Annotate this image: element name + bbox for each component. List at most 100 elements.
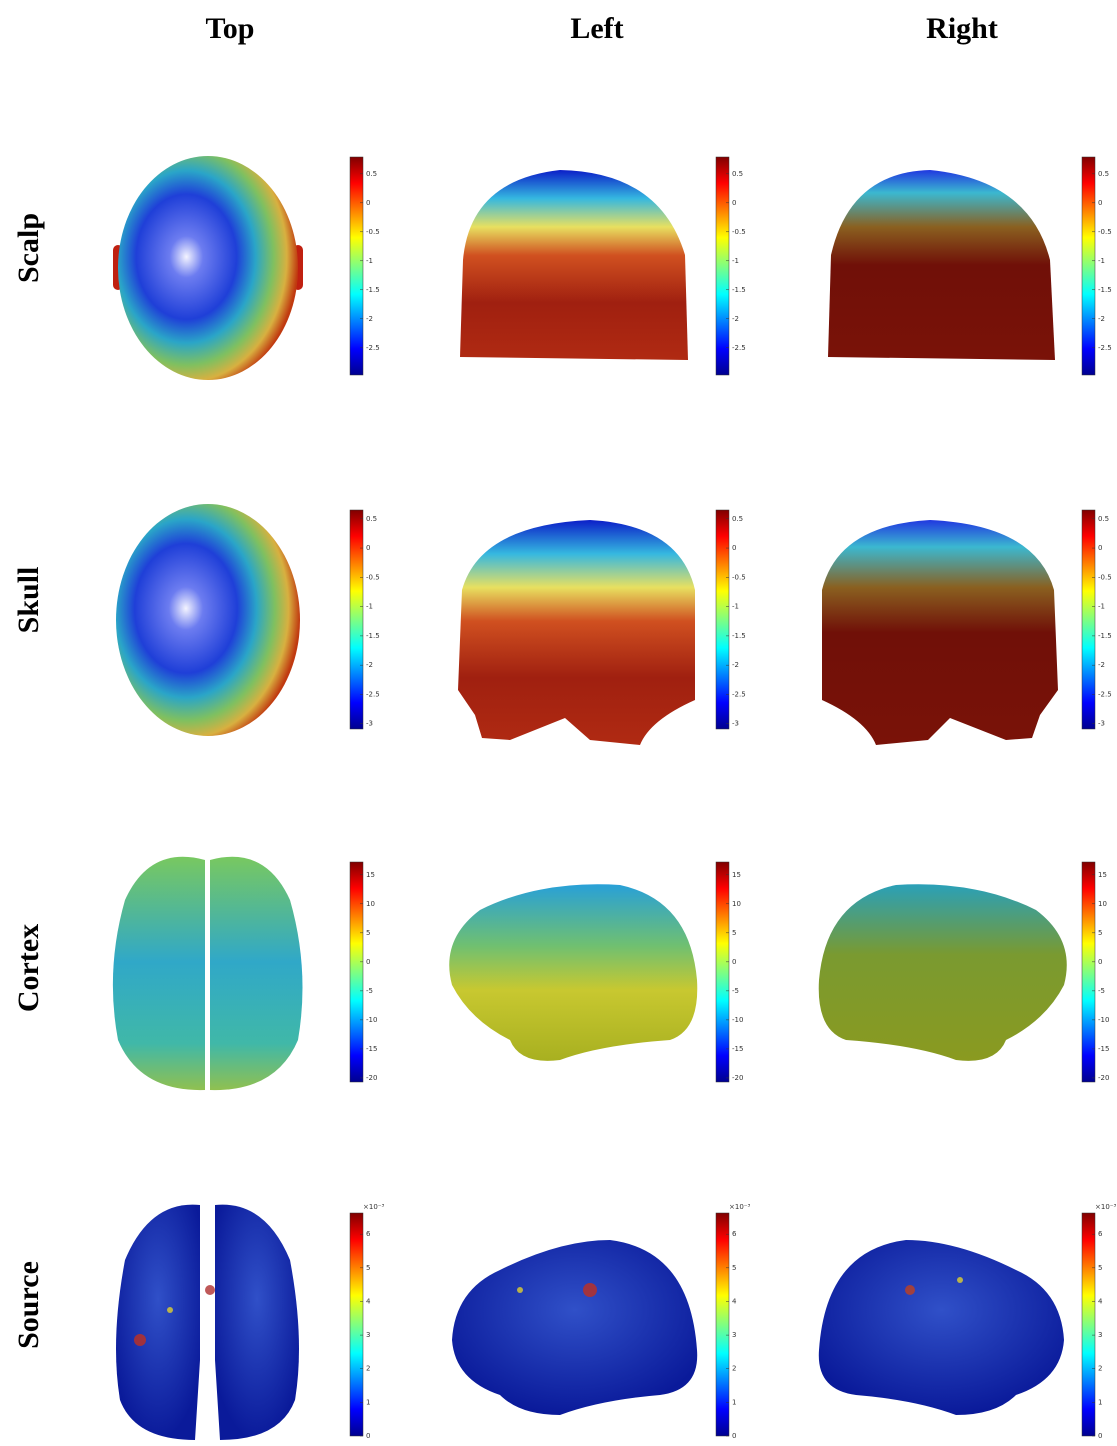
row-label: Skull bbox=[12, 567, 45, 634]
colorbar bbox=[349, 1212, 364, 1437]
colorbar bbox=[1081, 1212, 1096, 1437]
colorbar bbox=[349, 861, 364, 1083]
colorbar-tick-label: 5 bbox=[732, 929, 736, 937]
colorbar-tick-label: 5 bbox=[1098, 1264, 1102, 1272]
colorbar-tick-label: 0 bbox=[732, 1432, 736, 1440]
colorbar-tick-label: -15 bbox=[366, 1045, 377, 1053]
colorbar-tick-label: -1.5 bbox=[732, 632, 746, 640]
colorbar-tick-label: 6 bbox=[366, 1230, 371, 1238]
colorbar-tick-label: 2 bbox=[1098, 1365, 1102, 1373]
colorbar-tick-label: 3 bbox=[1098, 1331, 1102, 1339]
colorbar bbox=[1081, 156, 1096, 376]
colorbar-tick-label: -2.5 bbox=[732, 344, 746, 352]
colorbar-tick-label: 1 bbox=[1098, 1398, 1102, 1406]
colorbar-tick-label: 4 bbox=[732, 1297, 737, 1305]
colorbar-tick-label: 0 bbox=[1098, 544, 1102, 552]
colorbar bbox=[715, 1212, 730, 1437]
colorbar-tick-label: -2 bbox=[366, 661, 373, 669]
column-header: Left bbox=[570, 12, 623, 45]
colorbar-tick-label: -5 bbox=[1098, 987, 1105, 995]
colorbar-tick-label: -10 bbox=[1098, 1016, 1109, 1024]
colorbar-tick-label: -0.5 bbox=[732, 573, 746, 581]
colorbar bbox=[715, 509, 730, 730]
colorbar-tick-label: -1.5 bbox=[366, 286, 380, 294]
colorbar-multiplier: ×10⁻³ bbox=[1095, 1203, 1116, 1211]
colorbar-tick-label: -2.5 bbox=[366, 344, 380, 352]
colorbar-tick-label: -0.5 bbox=[1098, 228, 1112, 236]
colorbar-tick-label: -2 bbox=[732, 315, 739, 323]
colorbar-tick-label: -10 bbox=[366, 1016, 377, 1024]
colorbar-tick-label: -1.5 bbox=[1098, 286, 1112, 294]
colorbar-tick-label: 5 bbox=[732, 1264, 736, 1272]
colorbar-tick-label: 5 bbox=[366, 929, 370, 937]
colorbar-tick-label: 5 bbox=[1098, 929, 1102, 937]
colorbar-tick-label: -1 bbox=[732, 257, 739, 265]
colorbar-tick-label: -5 bbox=[732, 987, 739, 995]
colorbar-tick-label: 2 bbox=[366, 1365, 370, 1373]
colorbar-tick-label: 0 bbox=[1098, 1432, 1102, 1440]
colorbar-tick-label: 10 bbox=[366, 900, 375, 908]
colorbar bbox=[715, 861, 730, 1083]
colorbar-tick-label: 0 bbox=[732, 199, 736, 207]
colorbar-tick-label: 0.5 bbox=[1098, 515, 1109, 523]
colorbar-tick-label: -15 bbox=[732, 1045, 743, 1053]
colorbar-tick-label: 0.5 bbox=[732, 515, 743, 523]
colorbar-tick-label: -1 bbox=[1098, 603, 1105, 611]
colorbar-tick-label: 0 bbox=[1098, 958, 1102, 966]
colorbar bbox=[349, 509, 364, 730]
colorbar-tick-label: -1 bbox=[732, 603, 739, 611]
colorbar-tick-label: 6 bbox=[732, 1230, 737, 1238]
colorbar-multiplier: ×10⁻³ bbox=[729, 1203, 750, 1211]
colorbar-tick-label: 0 bbox=[366, 199, 370, 207]
colorbar-tick-label: -0.5 bbox=[366, 573, 380, 581]
colorbar-tick-label: 2 bbox=[732, 1365, 736, 1373]
column-header: Top bbox=[206, 12, 255, 45]
colorbar-tick-label: 0 bbox=[1098, 199, 1102, 207]
colorbar bbox=[1081, 509, 1096, 730]
colorbar-tick-label: -2 bbox=[1098, 315, 1105, 323]
colorbar-tick-label: -0.5 bbox=[366, 228, 380, 236]
row-label: Source bbox=[12, 1261, 45, 1349]
colorbar-tick-label: 4 bbox=[366, 1297, 371, 1305]
colorbar-tick-label: -2.5 bbox=[732, 690, 746, 698]
renderings bbox=[112, 156, 1067, 1440]
column-header: Right bbox=[926, 12, 998, 45]
colorbar-tick-label: 0 bbox=[732, 958, 736, 966]
colorbar-tick-label: 0.5 bbox=[366, 515, 377, 523]
colorbar-tick-label: -0.5 bbox=[1098, 573, 1112, 581]
colorbar-tick-label: -0.5 bbox=[732, 228, 746, 236]
colorbar-tick-label: 0.5 bbox=[732, 170, 743, 178]
colorbar-tick-label: -2 bbox=[1098, 661, 1105, 669]
colorbar-tick-label: -20 bbox=[366, 1074, 377, 1082]
colorbar-tick-label: -20 bbox=[1098, 1074, 1109, 1082]
colorbar-tick-label: 5 bbox=[366, 1264, 370, 1272]
colorbar-tick-label: 0.5 bbox=[1098, 170, 1109, 178]
colorbar-tick-label: -2.5 bbox=[1098, 344, 1112, 352]
colorbar-tick-label: 0 bbox=[366, 1432, 370, 1440]
colorbar-tick-label: -1 bbox=[366, 603, 373, 611]
colorbar-tick-label: 10 bbox=[732, 900, 741, 908]
colorbar-tick-label: -2.5 bbox=[1098, 690, 1112, 698]
colorbar-tick-label: -2 bbox=[732, 661, 739, 669]
colorbar bbox=[1081, 861, 1096, 1083]
colorbar-tick-label: 0 bbox=[366, 544, 370, 552]
colorbar bbox=[349, 156, 364, 376]
colorbar-tick-label: -20 bbox=[732, 1074, 743, 1082]
colorbar-tick-label: 6 bbox=[1098, 1230, 1103, 1238]
colorbar-tick-label: 0 bbox=[366, 958, 370, 966]
colorbar-tick-label: -10 bbox=[732, 1016, 743, 1024]
colorbar-tick-label: -1.5 bbox=[732, 286, 746, 294]
colorbar-tick-label: -3 bbox=[732, 720, 739, 728]
colorbar-tick-label: -15 bbox=[1098, 1045, 1109, 1053]
colorbar-tick-label: 1 bbox=[732, 1398, 736, 1406]
colorbar-tick-label: 15 bbox=[366, 871, 375, 879]
colorbar-tick-label: -2.5 bbox=[366, 690, 380, 698]
colorbar-tick-label: -2 bbox=[366, 315, 373, 323]
colorbar-tick-label: -3 bbox=[366, 720, 373, 728]
row-label: Cortex bbox=[12, 924, 45, 1012]
colorbar-tick-label: 15 bbox=[732, 871, 741, 879]
colorbar-tick-label: -1.5 bbox=[1098, 632, 1112, 640]
colorbar-tick-label: 1 bbox=[366, 1398, 370, 1406]
colorbar-tick-label: 0 bbox=[732, 544, 736, 552]
